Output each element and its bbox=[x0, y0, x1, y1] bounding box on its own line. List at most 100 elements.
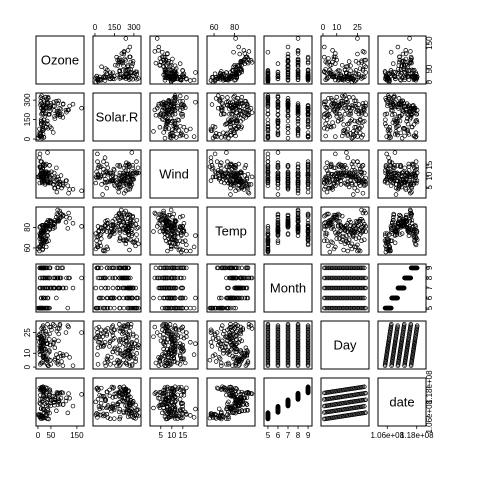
data-point bbox=[236, 124, 241, 130]
data-point bbox=[249, 110, 255, 115]
data-point bbox=[395, 44, 401, 50]
data-point bbox=[209, 102, 215, 107]
data-point bbox=[362, 74, 367, 80]
data-point bbox=[154, 36, 160, 41]
data-point bbox=[241, 48, 247, 53]
data-point bbox=[37, 155, 42, 160]
data-point bbox=[41, 135, 47, 140]
data-point bbox=[183, 105, 188, 110]
data-point bbox=[48, 103, 53, 108]
data-point bbox=[408, 49, 413, 54]
data-point bbox=[165, 51, 170, 56]
panel-frame bbox=[320, 92, 370, 142]
data-point bbox=[39, 134, 44, 139]
data-point bbox=[227, 164, 232, 169]
data-point bbox=[326, 96, 331, 101]
data-point bbox=[121, 51, 127, 57]
data-point bbox=[360, 132, 366, 138]
data-point bbox=[238, 111, 244, 117]
data-point bbox=[104, 71, 110, 77]
data-point bbox=[67, 103, 72, 109]
data-point bbox=[275, 165, 281, 171]
data-point bbox=[233, 173, 238, 178]
data-point bbox=[275, 93, 281, 99]
data-point bbox=[402, 165, 407, 171]
data-point bbox=[209, 75, 215, 80]
data-point bbox=[402, 69, 407, 75]
data-point bbox=[360, 190, 366, 196]
panel-Solar.R-vs-date bbox=[377, 92, 427, 142]
data-point bbox=[400, 51, 406, 57]
data-point bbox=[265, 169, 271, 175]
data-point bbox=[305, 54, 311, 60]
data-point bbox=[363, 103, 368, 109]
data-point bbox=[228, 161, 233, 167]
data-point bbox=[285, 44, 291, 50]
data-point bbox=[387, 128, 393, 133]
data-point bbox=[45, 150, 50, 155]
panel-Wind-vs-Day bbox=[320, 149, 370, 199]
data-point bbox=[414, 112, 420, 117]
data-point bbox=[305, 175, 311, 181]
data-point bbox=[331, 108, 337, 113]
panel-Ozone-vs-Solar.R bbox=[92, 35, 142, 85]
data-point bbox=[39, 159, 44, 164]
data-point bbox=[228, 75, 233, 80]
data-point bbox=[295, 112, 301, 117]
data-point bbox=[64, 178, 69, 183]
data-point bbox=[213, 359, 219, 364]
data-point bbox=[163, 101, 169, 106]
data-point bbox=[384, 134, 389, 139]
data-point bbox=[233, 133, 238, 139]
data-point bbox=[95, 159, 100, 164]
data-point bbox=[285, 123, 291, 129]
data-point bbox=[38, 95, 44, 100]
data-point bbox=[37, 151, 43, 157]
data-point bbox=[295, 132, 301, 137]
data-point bbox=[403, 51, 409, 56]
data-point bbox=[333, 77, 338, 83]
data-point bbox=[180, 68, 185, 73]
data-point bbox=[191, 134, 197, 139]
data-point bbox=[40, 107, 46, 113]
data-point bbox=[305, 117, 311, 123]
variable-label-Wind: Wind bbox=[159, 167, 189, 182]
data-point bbox=[295, 121, 301, 127]
data-point bbox=[386, 131, 392, 136]
data-point bbox=[116, 189, 121, 195]
data-point bbox=[388, 183, 394, 188]
data-point bbox=[275, 61, 281, 66]
data-point bbox=[387, 78, 392, 84]
data-point bbox=[391, 104, 397, 109]
data-point bbox=[65, 226, 71, 231]
data-point bbox=[324, 168, 330, 173]
data-point bbox=[322, 69, 327, 75]
data-point bbox=[352, 70, 357, 75]
data-point bbox=[208, 126, 214, 132]
panel-frame bbox=[92, 35, 142, 85]
data-point bbox=[121, 74, 127, 80]
data-point bbox=[285, 126, 291, 131]
data-point bbox=[168, 68, 174, 73]
data-point bbox=[265, 151, 271, 157]
data-point bbox=[359, 58, 364, 64]
data-point bbox=[168, 60, 174, 65]
data-point bbox=[265, 178, 271, 183]
data-point bbox=[99, 78, 104, 83]
data-point bbox=[265, 95, 271, 100]
data-point bbox=[414, 72, 419, 77]
panel-Wind-vs-Temp bbox=[206, 149, 256, 199]
data-point bbox=[218, 360, 224, 366]
data-point bbox=[399, 135, 405, 141]
data-point bbox=[352, 118, 357, 124]
data-point bbox=[355, 134, 360, 139]
data-point bbox=[52, 114, 57, 119]
data-point bbox=[236, 71, 241, 77]
data-point bbox=[362, 63, 367, 68]
data-point bbox=[193, 295, 198, 301]
data-point bbox=[157, 112, 163, 117]
data-point bbox=[395, 132, 400, 138]
data-point bbox=[334, 73, 339, 79]
data-point bbox=[101, 74, 107, 79]
data-point bbox=[99, 173, 104, 178]
